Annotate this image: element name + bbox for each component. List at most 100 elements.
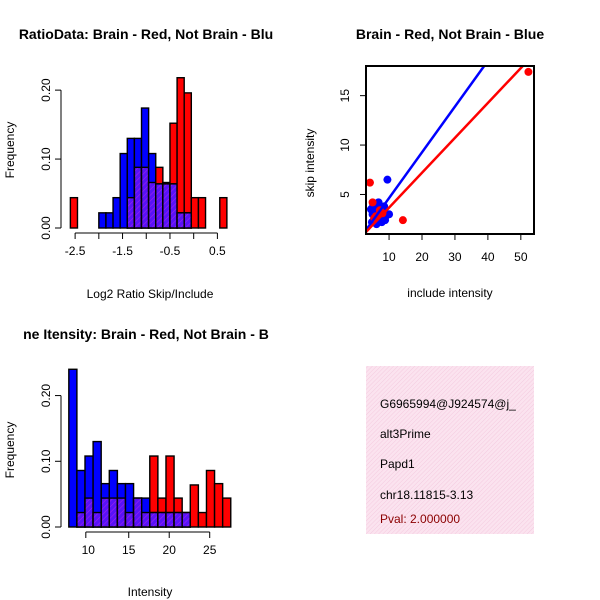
- ratio-histogram-xlabel: Log2 Ratio Skip/Include: [87, 287, 214, 301]
- intensity-scatter-axes: 10 20 30 40 50 5 10 15: [338, 65, 535, 264]
- ratio-x-tick-label: -2.5: [65, 244, 86, 258]
- intensity-x-tick-label: 25: [203, 543, 217, 557]
- ratio-overlap-bar: [147, 181, 157, 229]
- ratio-histogram-axes: 0.00 0.10 0.20 -2.5 -1.5 -0.5 0.5: [39, 78, 226, 258]
- intensity-brain-bar: [221, 497, 232, 528]
- intensity-y-tick-label: 0.20: [39, 384, 53, 408]
- ratio-x-tick-label: 0.5: [209, 244, 226, 258]
- intensity-overlap-bar: [92, 511, 102, 528]
- event-info-panel: G6965994@J924574@j_ alt3Prime Papd1 chr1…: [366, 366, 534, 534]
- intensity-brain-bar: [189, 484, 200, 528]
- intensity-overlap-bar: [181, 511, 191, 528]
- intensity-y-tick-label: 0.00: [39, 515, 53, 539]
- ratio-brain-bar: [190, 196, 200, 229]
- intensity-overlap-bar: [149, 511, 159, 528]
- notbrain-point: [383, 175, 392, 184]
- event-id-text: G6965994@J924574@j_: [380, 397, 516, 411]
- scatter-x-tick-label: 30: [448, 250, 462, 264]
- scatter-x-tick-label: 20: [415, 250, 429, 264]
- intensity-scatter-title: Brain - Red, Not Brain - Blue: [356, 26, 544, 42]
- ratio-y-tick-label: 0.10: [39, 147, 53, 171]
- notbrain-point: [374, 198, 383, 207]
- scatter-inner: [366, 66, 533, 233]
- info-panel-background: [366, 366, 534, 534]
- ratio-histogram-bars: [69, 77, 228, 229]
- intensity-x-tick-label: 10: [82, 543, 96, 557]
- intensity-overlap-bar: [165, 511, 175, 528]
- ratio-x-tick-label: -1.5: [112, 244, 133, 258]
- intensity-histogram: ne Itensity: Brain - Red, Not Brain - B …: [3, 326, 269, 599]
- scatter-x-tick-label: 40: [481, 250, 495, 264]
- intensity-overlap-bar: [84, 497, 94, 528]
- scatter-y-tick-label: 5: [338, 191, 352, 198]
- brain-point: [368, 198, 377, 207]
- ratio-overlap-bar: [133, 166, 143, 229]
- intensity-scatter-xlabel: include intensity: [407, 286, 492, 300]
- brain-point: [366, 178, 374, 187]
- intensity-brain-bar: [205, 469, 216, 528]
- ratio-x-tick-label: -0.5: [160, 244, 181, 258]
- ratio-overlap-bar: [140, 166, 150, 229]
- intensity-notbrain-bar: [68, 368, 78, 528]
- notbrain-fit-line: [366, 66, 486, 231]
- pval-text: Pval: 2.000000: [380, 512, 460, 526]
- intensity-histogram-bars: [68, 368, 232, 528]
- ratio-overlap-bar: [169, 183, 178, 229]
- brain-fit-line: [366, 66, 525, 233]
- intensity-histogram-title: ne Itensity: Brain - Red, Not Brain - B: [23, 326, 269, 342]
- intensity-histogram-xlabel: Intensity: [128, 585, 173, 599]
- intensity-histogram-axes: 0.00 0.10 0.20 10 15 20 25: [39, 384, 217, 557]
- ratio-histogram-ylabel: Frequency: [3, 122, 17, 179]
- location-text: chr18.11815-3.13: [380, 488, 474, 502]
- ratio-brain-bar: [183, 92, 193, 229]
- notbrain-point: [385, 210, 394, 219]
- intensity-overlap-bar: [108, 497, 119, 528]
- intensity-x-tick-label: 15: [122, 543, 136, 557]
- intensity-scatter: Brain - Red, Not Brain - Blue 10 20 30 40 50…: [303, 26, 544, 300]
- ratio-overlap-bar: [176, 212, 185, 229]
- brain-point: [398, 216, 407, 225]
- intensity-x-tick-label: 20: [163, 543, 177, 557]
- intensity-overlap-bar: [157, 511, 167, 528]
- ratio-overlap-bar: [162, 183, 171, 229]
- ratio-notbrain-bar: [98, 212, 107, 229]
- gene-name-text: Papd1: [380, 457, 415, 471]
- scatter-y-tick-label: 15: [338, 89, 352, 103]
- ratio-overlap-bar: [183, 212, 193, 229]
- ratio-notbrain-bar: [105, 212, 114, 229]
- intensity-brain-bar: [213, 482, 224, 528]
- ratio-brain-bar: [197, 196, 207, 229]
- ratio-overlap-bar: [126, 196, 136, 229]
- scatter-x-tick-label: 50: [514, 250, 528, 264]
- intensity-overlap-bar: [132, 497, 143, 528]
- ratio-histogram: RatioData: Brain - Red, Not Brain - Blu …: [3, 26, 273, 301]
- intensity-overlap-bar: [100, 497, 110, 528]
- intensity-scatter-plot: [366, 66, 533, 233]
- ratio-notbrain-bar: [119, 152, 128, 229]
- ratio-brain-bar: [69, 196, 79, 229]
- ratio-overlap-bar: [155, 183, 164, 229]
- ratio-notbrain-bar: [112, 196, 121, 229]
- intensity-scatter-ylabel: skip intensity: [303, 129, 317, 198]
- intensity-overlap-bar: [116, 497, 127, 528]
- intensity-y-tick-label: 0.10: [39, 449, 53, 473]
- event-type-text: alt3Prime: [380, 427, 431, 441]
- intensity-overlap-bar: [173, 511, 183, 528]
- scatter-y-tick-label: 10: [338, 138, 352, 152]
- brain-point: [524, 67, 533, 76]
- scatter-frame: [365, 65, 535, 235]
- intensity-overlap-bar: [140, 511, 151, 528]
- ratio-brain-bar: [219, 196, 228, 229]
- scatter-x-tick-label: 10: [382, 250, 396, 264]
- intensity-overlap-bar: [124, 511, 135, 528]
- intensity-histogram-ylabel: Frequency: [3, 422, 17, 479]
- intensity-overlap-bar: [76, 511, 86, 528]
- intensity-brain-bar: [197, 511, 208, 528]
- ratio-brain-bar: [176, 77, 185, 229]
- ratio-y-tick-label: 0.20: [39, 78, 53, 102]
- notbrain-point: [381, 216, 390, 225]
- ratio-y-tick-label: 0.00: [39, 216, 53, 240]
- ratio-histogram-title: RatioData: Brain - Red, Not Brain - Blu: [19, 26, 273, 42]
